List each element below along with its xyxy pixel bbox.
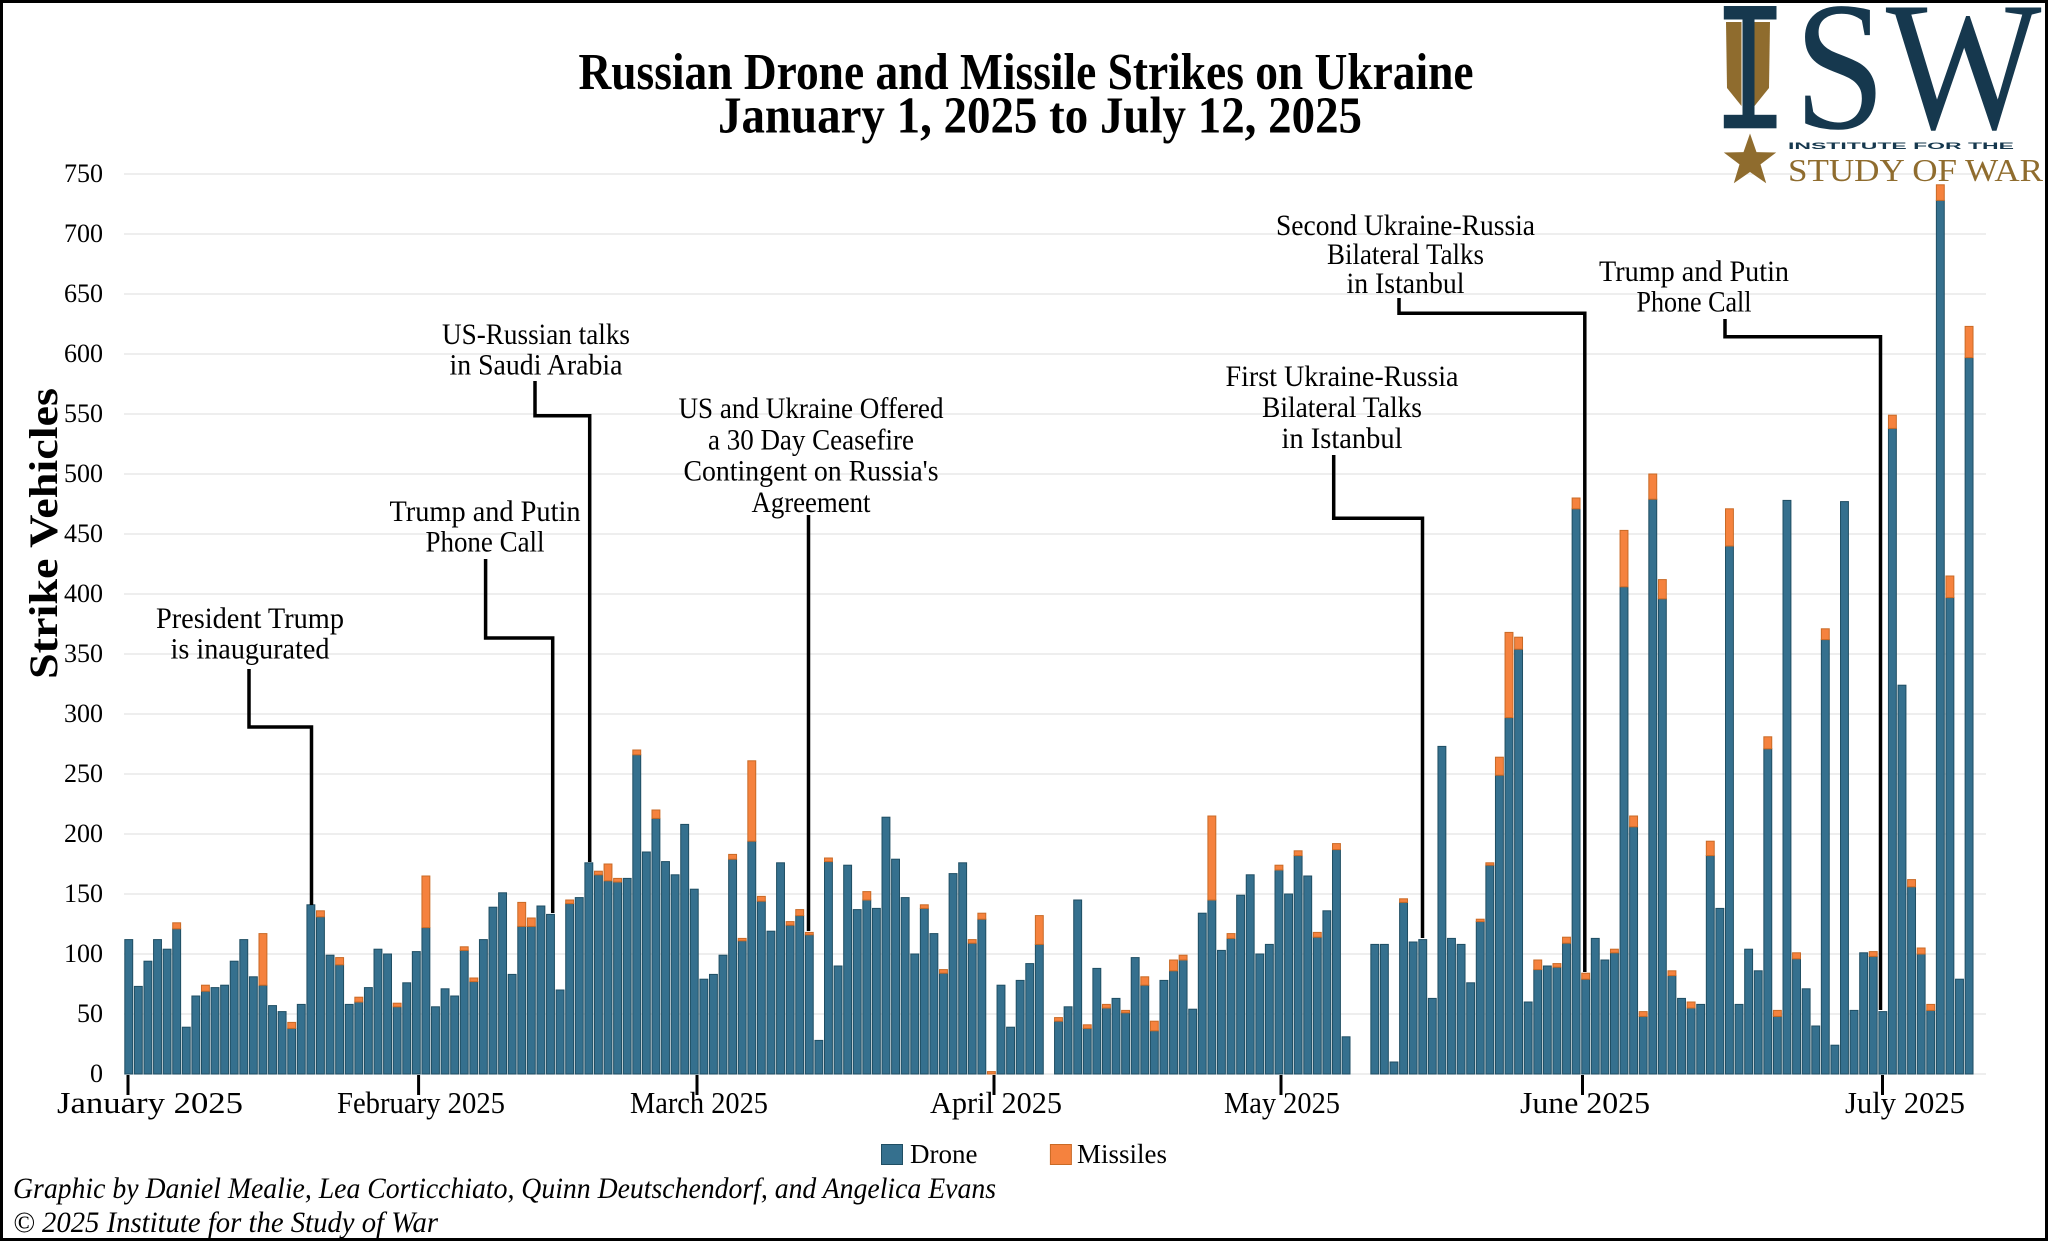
svg-text:Drone: Drone [910, 1139, 977, 1169]
svg-text:650: 650 [64, 279, 103, 308]
svg-text:Agreement: Agreement [752, 486, 872, 519]
svg-text:Missiles: Missiles [1077, 1139, 1167, 1169]
svg-text:INSTITUTE FOR THE: INSTITUTE FOR THE [1788, 141, 2014, 152]
svg-text:February 2025: February 2025 [337, 1085, 505, 1120]
svg-text:Strike Vehicles: Strike Vehicles [21, 388, 66, 679]
svg-text:January 1, 2025 to July 12, 20: January 1, 2025 to July 12, 2025 [718, 88, 1362, 145]
svg-text:US-Russian talks: US-Russian talks [442, 318, 630, 351]
svg-text:Phone Call: Phone Call [1637, 286, 1752, 319]
svg-text:is inaugurated: is inaugurated [171, 633, 330, 666]
svg-text:Trump and Putin: Trump and Putin [390, 495, 581, 528]
svg-text:in Istanbul: in Istanbul [1282, 422, 1403, 455]
svg-text:Bilateral Talks: Bilateral Talks [1262, 391, 1422, 424]
svg-text:Graphic by Daniel Mealie, Lea: Graphic by Daniel Mealie, Lea Corticchia… [13, 1172, 996, 1205]
svg-text:Russian Drone and Missile Stri: Russian Drone and Missile Strikes on Ukr… [579, 44, 1474, 101]
svg-text:100: 100 [64, 939, 103, 968]
svg-text:July 2025: July 2025 [1845, 1085, 1965, 1120]
svg-text:200: 200 [64, 819, 103, 848]
svg-text:April 2025: April 2025 [930, 1085, 1062, 1120]
svg-text:Phone Call: Phone Call [426, 526, 545, 559]
svg-text:Contingent on Russia's: Contingent on Russia's [684, 455, 939, 488]
svg-text:May 2025: May 2025 [1224, 1085, 1340, 1120]
svg-text:300: 300 [64, 699, 103, 728]
svg-text:700: 700 [64, 219, 103, 248]
svg-text:President Trump: President Trump [156, 602, 344, 635]
svg-text:a 30 Day Ceasefire: a 30 Day Ceasefire [708, 423, 914, 456]
svg-text:450: 450 [64, 519, 103, 548]
svg-text:50: 50 [77, 999, 103, 1028]
svg-text:400: 400 [64, 579, 103, 608]
svg-text:Trump and Putin: Trump and Putin [1599, 255, 1789, 288]
svg-text:© 2025 Institute for the Study: © 2025 Institute for the Study of War [13, 1206, 438, 1239]
svg-text:0: 0 [90, 1059, 103, 1088]
svg-text:SW: SW [1794, 0, 2042, 168]
svg-text:US and Ukraine Offered: US and Ukraine Offered [679, 392, 944, 425]
svg-text:550: 550 [64, 399, 103, 428]
svg-text:First Ukraine-Russia: First Ukraine-Russia [1226, 360, 1459, 393]
svg-text:in Saudi Arabia: in Saudi Arabia [450, 349, 623, 382]
svg-text:750: 750 [64, 159, 103, 188]
svg-text:STUDY OF WAR: STUDY OF WAR [1788, 152, 2044, 188]
svg-text:Bilateral Talks: Bilateral Talks [1327, 238, 1484, 271]
svg-text:in Istanbul: in Istanbul [1347, 267, 1465, 300]
svg-text:150: 150 [64, 879, 103, 908]
svg-text:250: 250 [64, 759, 103, 788]
svg-text:March 2025: March 2025 [630, 1085, 768, 1120]
svg-text:June 2025: June 2025 [1520, 1085, 1650, 1120]
svg-text:January 2025: January 2025 [57, 1085, 243, 1120]
svg-text:Second Ukraine-Russia: Second Ukraine-Russia [1276, 209, 1535, 242]
svg-text:500: 500 [64, 459, 103, 488]
svg-text:350: 350 [64, 639, 103, 668]
svg-text:600: 600 [64, 339, 103, 368]
